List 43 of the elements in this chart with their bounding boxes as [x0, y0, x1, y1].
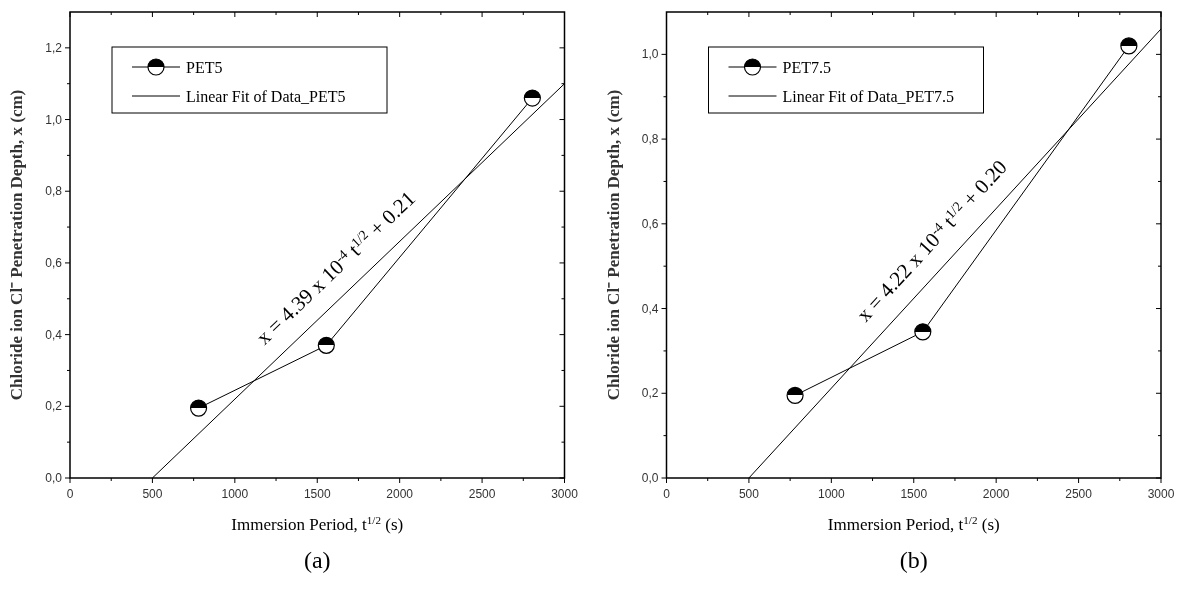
y-tick-label: 0,2: [45, 399, 63, 414]
point: [914, 323, 932, 341]
x-tick-label: 0: [663, 487, 671, 501]
y-tick-label: 1,2: [45, 40, 63, 55]
x-tick-label: 1500: [900, 487, 928, 501]
x-axis-title: Immersion Period, t$^{1/2}$ (s): [231, 514, 404, 534]
x-tick-label: 1000: [817, 487, 845, 501]
text: (a): [303, 547, 331, 573]
x-axis-title: Immersion Period, t$^{1/2}$ (s): [827, 514, 1000, 534]
y-tick-label: 0,0: [45, 471, 63, 485]
point: [523, 89, 541, 107]
y-tick-label: 0,2: [641, 386, 659, 401]
y-tick-label: 1,0: [641, 47, 659, 62]
legend-label: Linear Fit of Data_PET5: [186, 88, 346, 105]
point: [317, 336, 335, 354]
x-tick-label: 3000: [1147, 487, 1175, 501]
x-tick-label: 2000: [982, 487, 1010, 501]
point: [189, 399, 208, 417]
legend-label: PET7.5: [782, 59, 831, 76]
y-axis-title: Chloride ion Cl⁻ Penetration Depth, x (cm): [603, 89, 623, 401]
x-tick-label: 500: [738, 487, 760, 501]
y-tick-label: 0,4: [45, 327, 63, 342]
x-tick-label: 2500: [468, 487, 496, 501]
y-tick-label: 0,0: [641, 471, 659, 485]
x-tick-label: 1000: [221, 487, 249, 501]
x-tick-label: 1500: [303, 487, 331, 501]
x-tick-label: 500: [142, 487, 163, 501]
y-tick-label: 0,6: [45, 255, 63, 270]
x-tick-label: 0: [66, 487, 74, 501]
text: (b): [899, 547, 928, 573]
y-tick-label: 0,8: [45, 184, 63, 199]
point: [1120, 37, 1138, 55]
legend-label: PET5: [186, 59, 223, 76]
y-tick-label: 1,0: [45, 112, 63, 127]
x-tick-label: 2000: [386, 487, 414, 501]
legend-label: Linear Fit of Data_PET7.5: [782, 88, 955, 105]
x-tick-label: 3000: [551, 487, 579, 501]
x-tick-label: 2500: [1065, 487, 1093, 501]
y-tick-label: 0,8: [641, 132, 659, 147]
y-tick-label: 0,4: [641, 301, 659, 316]
y-tick-label: 0,6: [641, 216, 659, 231]
point: [786, 386, 804, 404]
y-axis-title: Chloride ion Cl⁻ Penetration Depth, x (cm): [7, 89, 26, 401]
